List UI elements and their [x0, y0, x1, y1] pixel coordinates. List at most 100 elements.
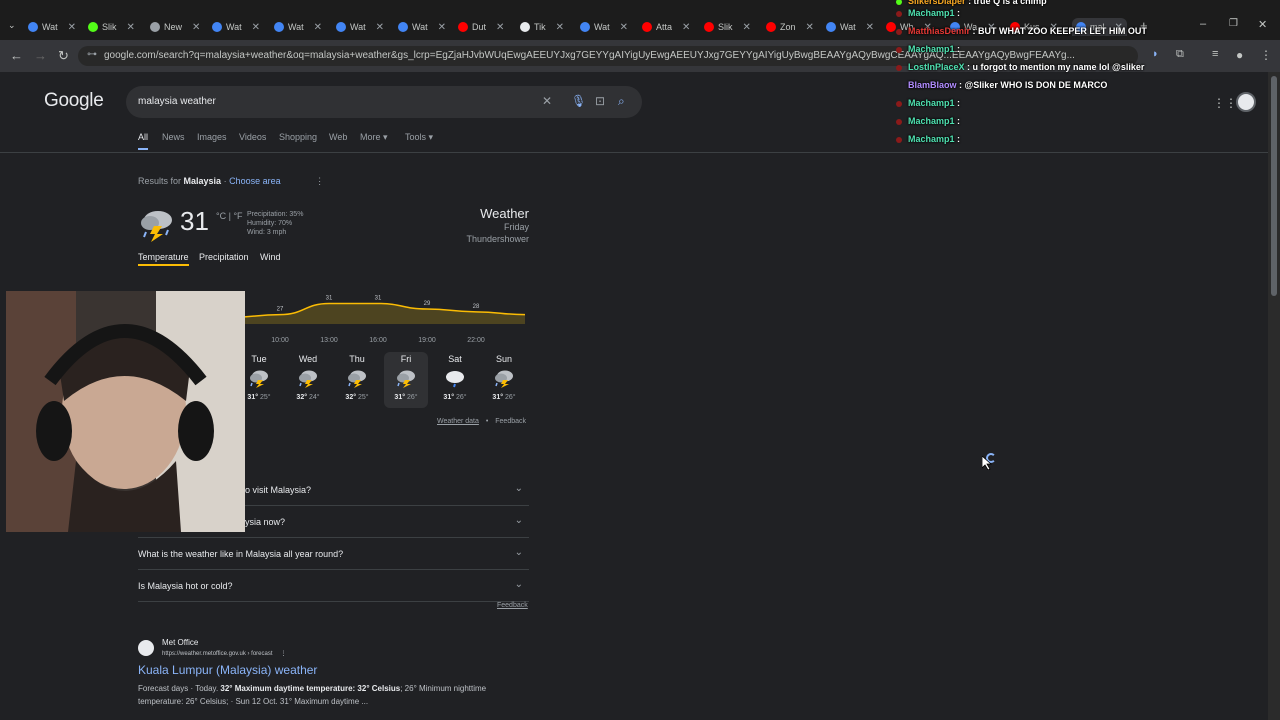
faq-item[interactable]: Is Malaysia hot or cold? ⌄ — [138, 570, 529, 602]
tab-shopping[interactable]: Shopping — [279, 132, 318, 142]
faq-item[interactable]: ysia now? ⌄ — [138, 506, 529, 538]
chevron-down-icon[interactable]: ⌄ — [514, 547, 523, 558]
tab-web[interactable]: Web — [329, 132, 348, 142]
browser-tab[interactable]: Wat ✕ — [826, 18, 874, 36]
microphone-icon[interactable]: 🎙 — [571, 94, 587, 108]
tab-close-icon[interactable]: ✕ — [496, 21, 505, 33]
chat-username[interactable]: Machamp1 — [908, 98, 955, 108]
tab-close-icon[interactable]: ✕ — [619, 21, 629, 33]
forecast-day-fri[interactable]: Fri 31° 26° — [384, 352, 428, 408]
browser-tab[interactable]: Wat ✕ — [336, 18, 384, 36]
chat-username[interactable]: Machamp1 — [908, 134, 955, 144]
browser-tab[interactable]: Wa ✕ — [950, 18, 996, 36]
chevron-down-icon[interactable]: ⌄ — [514, 483, 523, 494]
new-tab-icon[interactable]: + — [1140, 18, 1148, 33]
minimize-icon[interactable]: – — [1200, 18, 1207, 30]
media-icon[interactable]: ≡ — [1212, 48, 1219, 60]
weather-feedback-link[interactable]: Feedback — [495, 418, 527, 425]
scrollbar[interactable] — [1268, 72, 1280, 720]
search-box[interactable]: malaysia weather ✕ 🎙 ⊡ ⌕ — [126, 86, 642, 118]
scrollbar-thumb[interactable] — [1271, 76, 1277, 296]
search-input[interactable]: malaysia weather — [138, 96, 216, 107]
site-info-icon[interactable]: ⊶ — [87, 49, 97, 60]
tab-close-icon[interactable]: ✕ — [987, 21, 996, 33]
extension-icon[interactable]: ◗ — [1152, 48, 1159, 60]
forecast-day-sat[interactable]: Sat 31° 26° — [433, 352, 477, 408]
avatar[interactable] — [1236, 92, 1256, 112]
browser-tab[interactable]: Slik ✕ — [88, 18, 135, 36]
tab-close-icon[interactable]: ✕ — [923, 21, 932, 33]
browser-tab[interactable]: Atta ✕ — [642, 18, 690, 36]
chat-username[interactable]: Machamp1 — [908, 116, 955, 126]
tab-close-icon[interactable]: ✕ — [375, 21, 385, 33]
tab-images[interactable]: Images — [197, 132, 227, 142]
unit-toggle[interactable]: °C | °F — [216, 211, 243, 221]
tab-more[interactable]: More ▾ — [360, 132, 388, 142]
faq-item[interactable]: o visit Malaysia? ⌄ — [138, 474, 529, 506]
search-icon[interactable]: ⌕ — [618, 94, 625, 108]
clear-icon[interactable]: ✕ — [542, 94, 553, 108]
tab-close-icon[interactable]: ✕ — [1114, 21, 1123, 33]
forecast-day-sun[interactable]: Sun 31° 26° — [482, 352, 526, 408]
tab-videos[interactable]: Videos — [239, 132, 267, 142]
browser-tab[interactable]: New ✕ — [150, 18, 200, 36]
tab-close-icon[interactable]: ✕ — [682, 21, 691, 33]
browser-tab[interactable]: Wat ✕ — [212, 18, 260, 36]
chat-username[interactable]: LostInPlaceX — [908, 62, 965, 72]
tab-close-icon[interactable]: ✕ — [313, 21, 323, 33]
tab-close-icon[interactable]: ✕ — [555, 21, 565, 33]
tab-close-icon[interactable]: ✕ — [742, 21, 751, 33]
browser-tab[interactable]: Wat ✕ — [398, 18, 446, 36]
tab-close-icon[interactable]: ✕ — [437, 21, 447, 33]
result-title-link[interactable]: Kuala Lumpur (Malaysia) weather — [138, 663, 318, 677]
faq-item[interactable]: What is the weather like in Malaysia all… — [138, 538, 529, 570]
faq-feedback-link[interactable]: Feedback — [497, 602, 528, 609]
browser-tab[interactable]: Zon ✕ — [766, 18, 814, 36]
lens-icon[interactable]: ⊡ — [595, 94, 606, 108]
more-options-icon[interactable]: ⋮ — [315, 176, 325, 186]
reload-icon[interactable]: ↻ — [58, 48, 69, 63]
tab-close-icon[interactable]: ✕ — [67, 21, 77, 33]
browser-tab[interactable]: Wh ✕ — [886, 18, 932, 36]
tab-close-icon[interactable]: ✕ — [126, 21, 135, 33]
forward-icon[interactable]: → — [34, 48, 47, 63]
tab-close-icon[interactable]: ✕ — [192, 21, 201, 33]
chat-username[interactable]: Machamp1 — [908, 44, 955, 54]
chat-username[interactable]: Machamp1 — [908, 8, 955, 18]
tab-all[interactable]: All — [138, 132, 149, 150]
tab-news[interactable]: News — [162, 132, 185, 142]
weather-data-link[interactable]: Weather data — [437, 418, 479, 425]
back-icon[interactable]: ← — [10, 48, 23, 63]
tab-close-icon[interactable]: ✕ — [251, 21, 261, 33]
weather-tab-precipitation[interactable]: Precipitation — [199, 252, 249, 262]
address-bar[interactable]: ⊶ google.com/search?q=malaysia+weather&o… — [78, 46, 1138, 66]
tab-tools[interactable]: Tools ▾ — [405, 132, 434, 142]
forecast-day-wed[interactable]: Wed 32° 24° — [286, 352, 330, 408]
extensions-puzzle-icon[interactable]: ⧉ — [1176, 48, 1184, 60]
weather-tab-temperature[interactable]: Temperature — [138, 252, 189, 266]
chat-username[interactable]: BlamBlaow — [908, 80, 957, 90]
tab-close-icon[interactable]: ✕ — [805, 21, 814, 33]
chevron-down-icon[interactable]: ⌄ — [514, 515, 523, 526]
tab-close-icon[interactable]: ✕ — [865, 21, 875, 33]
result-options-icon[interactable]: ⋮ — [280, 651, 287, 657]
google-logo[interactable]: Google — [44, 90, 104, 111]
chat-username[interactable]: MatthiasDemir — [908, 26, 971, 36]
weather-tab-wind[interactable]: Wind — [260, 252, 281, 262]
forecast-day-thu[interactable]: Thu 32° 25° — [335, 352, 379, 408]
browser-tab[interactable]: Wat ✕ — [274, 18, 322, 36]
chevron-down-icon[interactable]: ⌄ — [514, 579, 523, 590]
browser-tab[interactable]: Slik ✕ — [704, 18, 751, 36]
browser-tab[interactable]: Wat ✕ — [28, 18, 76, 36]
browser-tab[interactable]: Tik ✕ — [520, 18, 564, 36]
maximize-icon[interactable]: ❐ — [1229, 18, 1238, 29]
profile-icon[interactable]: ● — [1236, 48, 1244, 62]
browser-tab[interactable]: Dut ✕ — [458, 18, 504, 36]
chat-username[interactable]: SlikersDiaper — [908, 0, 966, 6]
forecast-day-tue[interactable]: Tue 31° 25° — [237, 352, 281, 408]
browser-tab[interactable]: mal ✕ — [1072, 18, 1127, 36]
browser-tab[interactable]: Kus ✕ — [1010, 18, 1058, 36]
menu-dots-icon[interactable]: ⋮ — [1260, 48, 1272, 62]
browser-tab[interactable]: Wat ✕ — [580, 18, 628, 36]
close-window-icon[interactable]: ✕ — [1258, 19, 1268, 31]
